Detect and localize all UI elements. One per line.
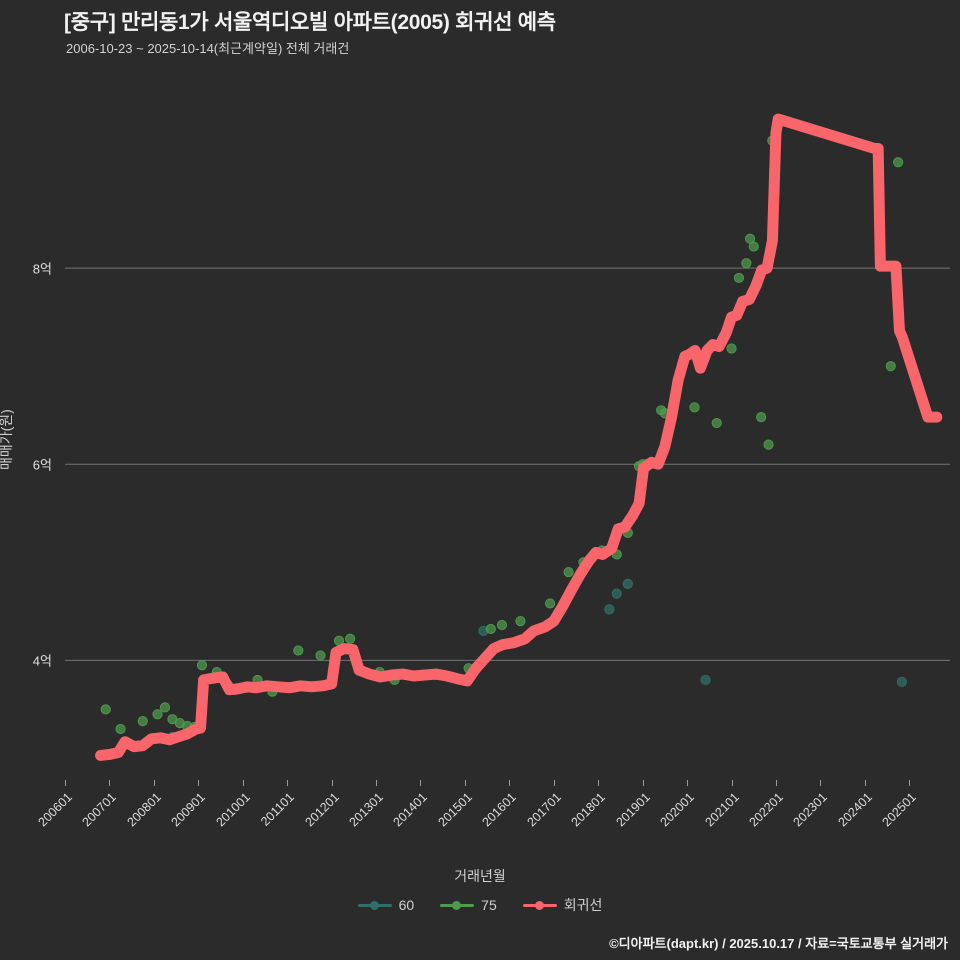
x-tick-mark [598,780,600,786]
scatter-point [345,633,356,644]
x-tick-label: 201301 [346,790,386,830]
y-tick-label: 4억 [32,653,52,669]
x-tick-mark [820,780,822,786]
x-tick-label: 200801 [124,790,164,830]
scatter-point [711,417,722,429]
x-tick-mark [65,780,66,786]
x-tick-mark [464,780,466,786]
plot-area [65,72,950,778]
scatter-point [893,157,904,168]
x-tick-mark [509,780,511,786]
x-tick-mark [731,780,733,786]
x-tick-mark [864,780,866,786]
legend-swatch-icon [357,899,392,911]
legend-label: 75 [481,897,497,913]
scatter-point [611,588,622,599]
x-tick-label: 202101 [702,790,742,830]
x-tick-label: 200601 [35,790,75,830]
scatter-point [544,598,556,609]
x-tick-mark [109,780,111,786]
x-tick-label: 201501 [435,790,475,830]
x-tick-label: 201901 [613,790,653,830]
legend-label: 60 [398,897,415,913]
legend-label: 회귀선 [563,897,603,913]
x-tick-mark [287,780,289,786]
scatter-point [496,619,508,631]
scatter-point [159,702,171,713]
x-tick-label: 201701 [524,790,564,830]
scatter-point [763,439,774,450]
x-tick-label: 201401 [390,790,431,830]
scatter-point [604,604,615,615]
legend-item[interactable]: 75 [440,897,497,913]
y-tick-label: 8억 [32,261,52,277]
x-tick-mark [642,780,644,786]
scatter-point [885,361,896,372]
x-tick-label: 202401 [835,790,875,830]
x-tick-label: 201201 [302,790,342,830]
plot-svg [65,113,950,761]
scatter-point [315,650,326,661]
x-tick-mark [553,780,555,786]
legend-item[interactable]: 회귀선 [522,895,603,915]
scatter-point [748,241,759,252]
x-tick-label: 202201 [746,790,786,830]
gridlines [65,267,950,661]
x-tick-mark [242,780,244,786]
scatter-point [896,676,907,688]
legend-swatch-icon [440,899,475,911]
x-tick-mark [687,780,689,786]
scatter-point [733,272,745,284]
x-tick-label: 201801 [568,790,609,830]
scatter-point [726,343,737,354]
scatter-point [137,716,148,727]
scatter-point [485,623,496,635]
x-tick-label: 200901 [168,790,209,830]
x-tick-label: 202301 [790,790,831,830]
x-tick-mark [153,780,155,786]
scatter-point [689,402,700,413]
scatter-point [152,709,163,720]
x-tick-mark [376,780,378,786]
scatter-point [756,412,767,423]
scatter-point [622,578,633,589]
scatter-point [563,566,574,578]
chart-legend: 60 75 회귀선 [0,895,960,915]
x-tick-label: 200701 [79,790,120,830]
x-tick-mark [420,780,422,786]
chart-subtitle: 2006-10-23 ~ 2025-10-14(최근계약일) 전체 거래건 [66,41,350,56]
x-tick-mark [331,780,333,786]
x-tick-label: 201101 [258,790,298,829]
x-tick-label: 202001 [657,790,697,830]
x-tick-label: 201601 [479,790,520,830]
scatter-point [100,704,111,715]
scatter-point [196,660,208,671]
legend-swatch-icon [522,899,557,911]
y-tick-label: 6억 [32,457,52,473]
x-tick-mark [198,780,200,786]
regression-line [95,113,943,761]
x-tick-label: 201001 [213,790,253,830]
scatter-point [115,723,126,735]
x-axis-label: 거래년월 [454,868,506,884]
scatter-point [741,258,752,269]
scatter-point [293,645,304,656]
x-tick-mark [909,780,911,786]
x-tick-mark [775,780,777,786]
scatter-point [515,616,526,627]
legend-item[interactable]: 60 [357,897,415,913]
scatter-point [700,674,711,686]
x-tick-label: 202501 [879,790,920,830]
footer-credit: ©디아파트(dapt.kr) / 2025.10.17 / 자료=국토교통부 실… [609,936,948,951]
chart-title: [중구] 만리동1가 서울역디오빌 아파트(2005) 회귀선 예측 [64,11,556,34]
